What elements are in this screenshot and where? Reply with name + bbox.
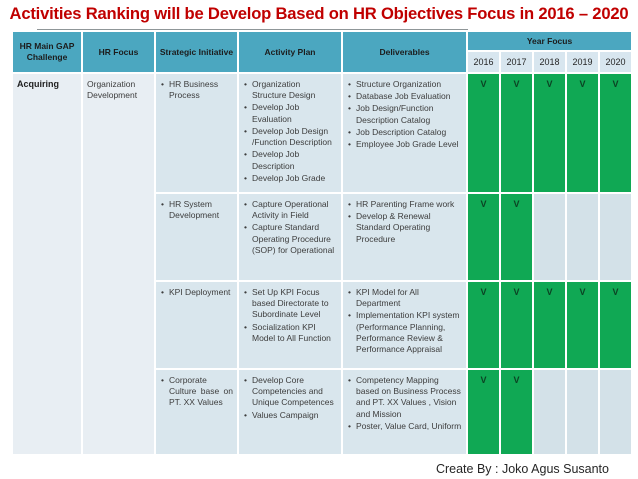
deliverables-cell: HR Parenting Frame workDevelop & Renewal…: [343, 194, 466, 280]
year-mark-cell: V: [501, 74, 532, 192]
list-item: Develop Job Design /Function Description: [243, 126, 337, 148]
year-mark-cell: V: [534, 282, 565, 368]
col-header-gap-challenge: HR Main GAP Challenge: [13, 32, 81, 72]
year-mark-cell: V: [468, 370, 499, 454]
table-row: HR System Development Capture Operational…: [13, 194, 632, 280]
year-mark-cell: [567, 370, 598, 454]
activity-plan-cell: Set Up KPI Focus based Directorate to Su…: [239, 282, 341, 368]
table-row: KPI Deployment Set Up KPI Focus based Dir…: [13, 282, 632, 368]
list-item: Develop & Renewal Standard Operating Pro…: [347, 211, 462, 245]
activity-plan-cell-list: Capture Operational Activity in FieldCap…: [243, 199, 337, 256]
year-mark-cell: V: [567, 74, 598, 192]
list-item: Database Job Evaluation: [347, 91, 462, 102]
year-header-2018: 2018: [534, 52, 565, 72]
activity-plan-cell-list: Organization Structure DesignDevelop Job…: [243, 79, 337, 184]
list-item: Employee Job Grade Level: [347, 139, 462, 150]
initiative-cell-list: HR System Development: [160, 199, 233, 221]
deliverables-cell-list: HR Parenting Frame workDevelop & Renewal…: [347, 199, 462, 245]
year-mark-cell: [567, 194, 598, 280]
col-header-hr-focus: HR Focus: [83, 32, 154, 72]
year-mark-cell: V: [600, 282, 632, 368]
list-item: Develop Job Evaluation: [243, 102, 337, 124]
hr-focus-cell: Organization Development: [83, 74, 154, 454]
year-mark-cell: [534, 194, 565, 280]
year-mark-cell: V: [468, 194, 499, 280]
title-underline: [37, 29, 468, 30]
list-item: Socialization KPI Model to All Function: [243, 322, 337, 344]
table-row: Corporate Culture base on PT. XX Values D…: [13, 370, 632, 454]
col-header-year-focus: Year Focus: [468, 32, 632, 50]
year-mark-cell: V: [567, 282, 598, 368]
year-mark-cell: V: [468, 74, 499, 192]
list-item: HR Parenting Frame work: [347, 199, 462, 210]
initiative-cell-list: KPI Deployment: [160, 287, 233, 298]
year-mark-cell: V: [468, 282, 499, 368]
list-item: HR System Development: [160, 199, 233, 221]
activities-table: HR Main GAP Challenge HR Focus Strategic…: [11, 30, 633, 456]
list-item: Job Design/Function Description Catalog: [347, 103, 462, 125]
list-item: Job Description Catalog: [347, 127, 462, 138]
col-header-deliverables: Deliverables: [343, 32, 466, 72]
year-header-2017: 2017: [501, 52, 532, 72]
list-item: Corporate Culture base on PT. XX Values: [160, 375, 233, 409]
deliverables-cell-list: Structure OrganizationDatabase Job Evalu…: [347, 79, 462, 151]
col-header-strategic-initiative: Strategic Initiative: [156, 32, 237, 72]
year-mark-cell: V: [600, 74, 632, 192]
list-item: HR Business Process: [160, 79, 233, 101]
list-item: Structure Organization: [347, 79, 462, 90]
list-item: Set Up KPI Focus based Directorate to Su…: [243, 287, 337, 321]
list-item: Develop Job Grade: [243, 173, 337, 184]
activity-plan-cell-list: Develop Core Competencies and Unique Com…: [243, 375, 337, 421]
col-header-activity-plan: Activity Plan: [239, 32, 341, 72]
year-header-2019: 2019: [567, 52, 598, 72]
gap-challenge-cell: Acquiring: [13, 74, 81, 454]
deliverables-cell: Structure OrganizationDatabase Job Evalu…: [343, 74, 466, 192]
initiative-cell-list: Corporate Culture base on PT. XX Values: [160, 375, 233, 409]
list-item: KPI Deployment: [160, 287, 233, 298]
year-header-2016: 2016: [468, 52, 499, 72]
year-mark-cell: V: [501, 282, 532, 368]
year-mark-cell: V: [501, 194, 532, 280]
list-item: Competency Mapping based on Business Pro…: [347, 375, 462, 420]
initiative-cell: HR Business Process: [156, 74, 237, 192]
list-item: KPI Model for All Department: [347, 287, 462, 309]
year-header-2020: 2020: [600, 52, 632, 72]
credit-line: Create By : Joko Agus Susanto: [435, 462, 609, 476]
year-mark-cell: [534, 370, 565, 454]
list-item: Poster, Value Card, Uniform: [347, 421, 462, 432]
year-mark-cell: V: [501, 370, 532, 454]
initiative-cell: Corporate Culture base on PT. XX Values: [156, 370, 237, 454]
initiative-cell: HR System Development: [156, 194, 237, 280]
activity-plan-cell: Develop Core Competencies and Unique Com…: [239, 370, 341, 454]
initiative-cell-list: HR Business Process: [160, 79, 233, 101]
year-mark-cell: [600, 370, 632, 454]
activity-plan-cell: Organization Structure DesignDevelop Job…: [239, 74, 341, 192]
list-item: Develop Job Description: [243, 149, 337, 171]
header-row: HR Main GAP Challenge HR Focus Strategic…: [13, 32, 632, 72]
deliverables-cell-list: KPI Model for All DepartmentImplementati…: [347, 287, 462, 355]
deliverables-cell-list: Competency Mapping based on Business Pro…: [347, 375, 462, 432]
year-header-row: 2016 2017 2018 2019 2020: [13, 52, 632, 72]
deliverables-cell: Competency Mapping based on Business Pro…: [343, 370, 466, 454]
list-item: Implementation KPI system (Performance P…: [347, 310, 462, 355]
list-item: Values Campaign: [243, 410, 337, 421]
list-item: Capture Standard Operating Procedure (SO…: [243, 222, 337, 256]
year-mark-cell: [600, 194, 632, 280]
activity-plan-cell-list: Set Up KPI Focus based Directorate to Su…: [243, 287, 337, 344]
activity-plan-cell: Capture Operational Activity in FieldCap…: [239, 194, 341, 280]
list-item: Capture Operational Activity in Field: [243, 199, 337, 221]
list-item: Organization Structure Design: [243, 79, 337, 101]
deliverables-cell: KPI Model for All DepartmentImplementati…: [343, 282, 466, 368]
year-mark-cell: V: [534, 74, 565, 192]
page-title: Activities Ranking will be Develop Based…: [9, 4, 629, 23]
initiative-cell: KPI Deployment: [156, 282, 237, 368]
list-item: Develop Core Competencies and Unique Com…: [243, 375, 337, 409]
